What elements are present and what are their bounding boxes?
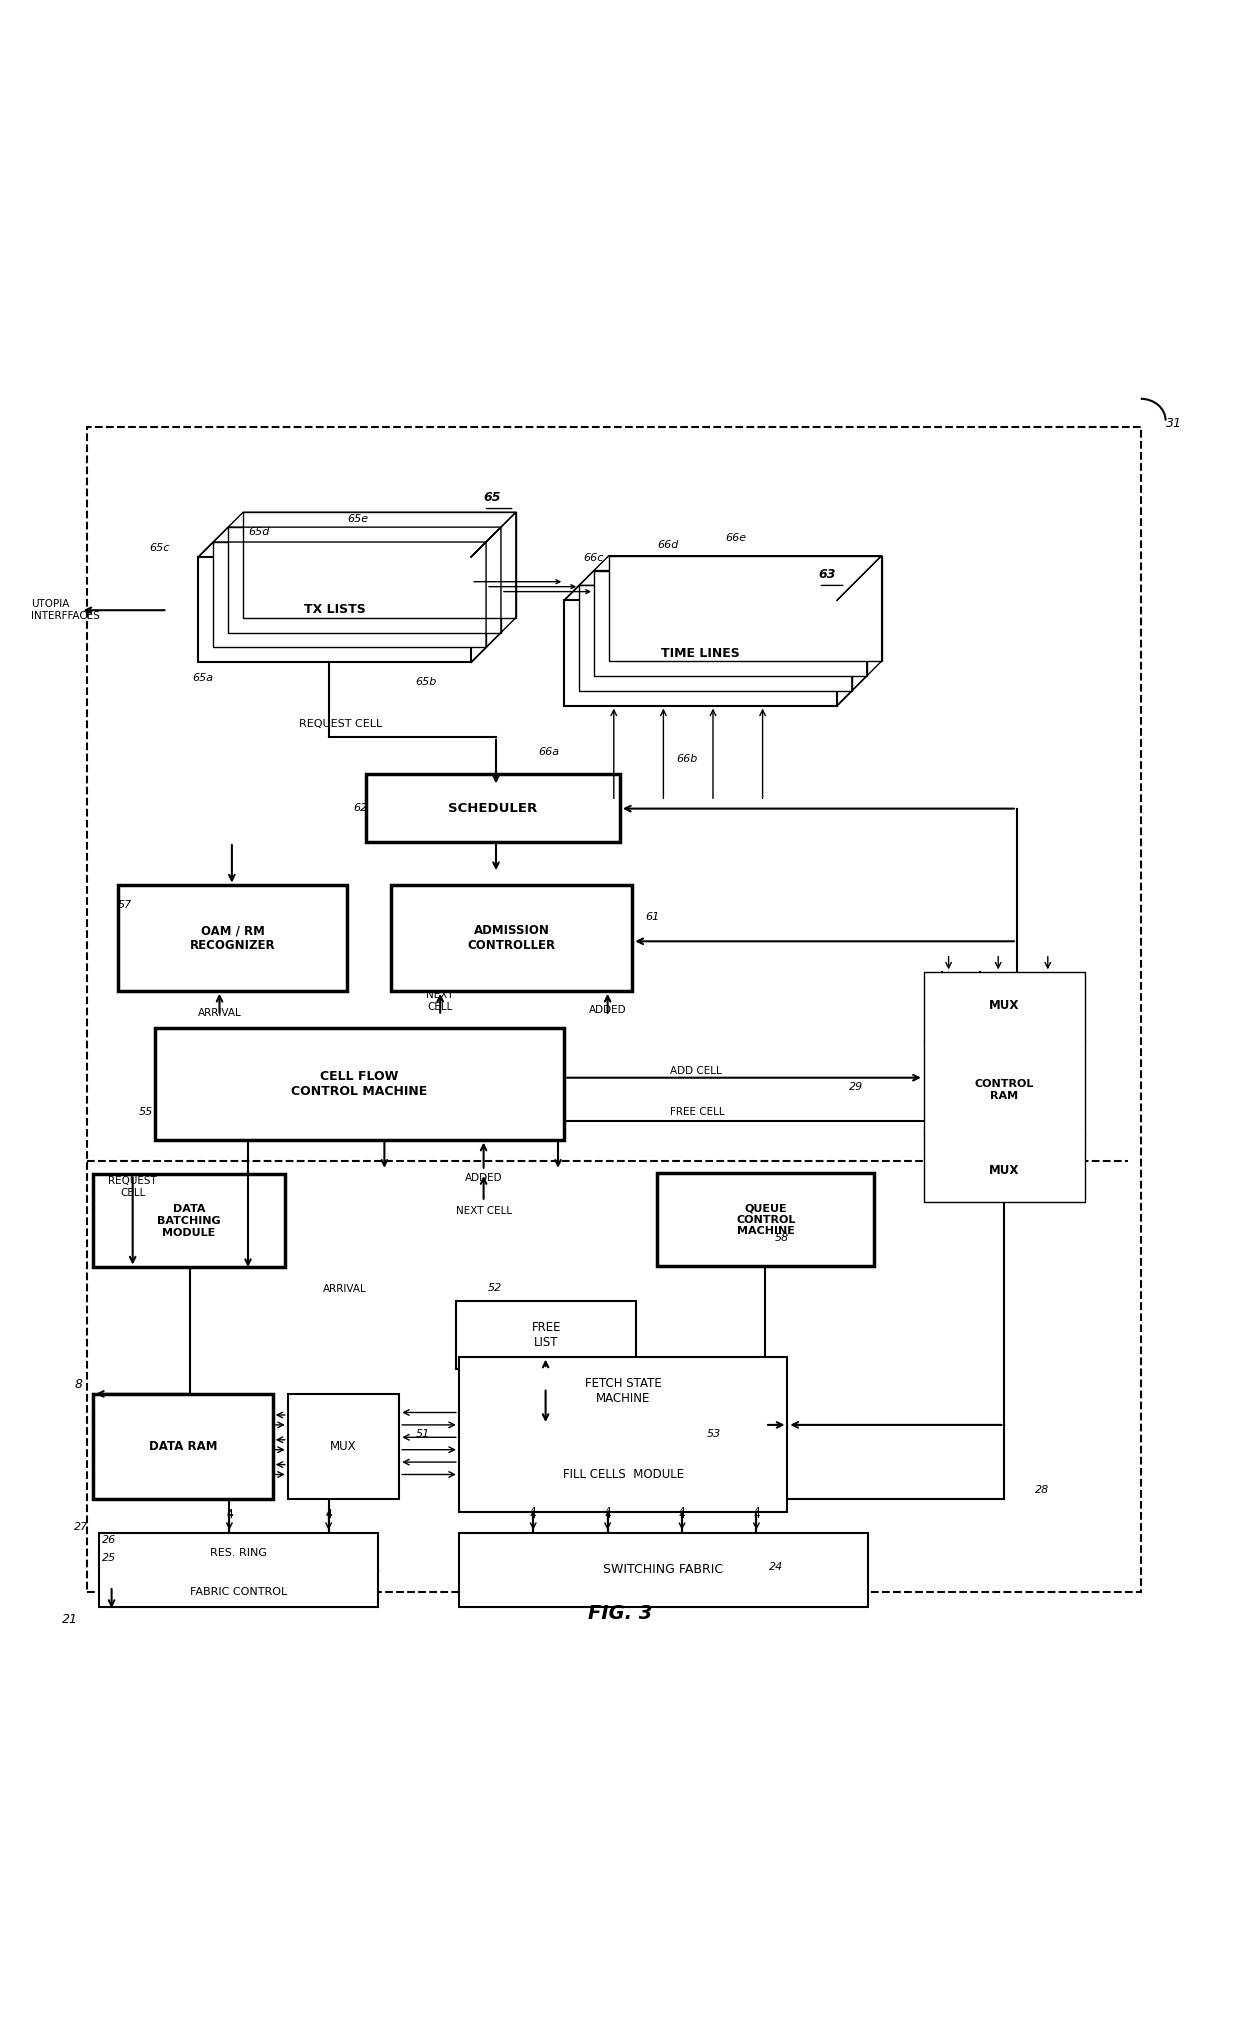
- Bar: [609, 555, 882, 660]
- Text: MUX: MUX: [330, 1440, 357, 1454]
- Bar: [93, 1175, 285, 1268]
- Bar: [198, 557, 471, 662]
- Bar: [594, 571, 867, 676]
- Bar: [155, 1028, 564, 1139]
- Bar: [391, 886, 632, 991]
- Bar: [118, 886, 347, 991]
- Bar: [366, 773, 620, 842]
- Bar: [288, 1393, 399, 1500]
- Bar: [564, 600, 837, 707]
- Bar: [657, 1173, 874, 1266]
- Text: TX LISTS: TX LISTS: [304, 604, 366, 616]
- Text: 65d: 65d: [248, 527, 269, 537]
- Text: 29: 29: [849, 1082, 863, 1092]
- Text: FABRIC CONTROL: FABRIC CONTROL: [190, 1587, 288, 1597]
- Text: SWITCHING FABRIC: SWITCHING FABRIC: [604, 1563, 723, 1577]
- Text: 26: 26: [102, 1534, 115, 1545]
- Text: 4: 4: [529, 1510, 537, 1520]
- Text: 27: 27: [74, 1522, 88, 1532]
- Text: MUX: MUX: [990, 999, 1019, 1012]
- Text: FIG. 3: FIG. 3: [588, 1605, 652, 1623]
- Text: 65b: 65b: [415, 676, 436, 686]
- Text: 24: 24: [769, 1563, 782, 1573]
- Text: ARRIVAL: ARRIVAL: [322, 1284, 367, 1294]
- Text: MUX: MUX: [990, 1165, 1019, 1177]
- Text: 4: 4: [678, 1508, 686, 1518]
- Text: 8: 8: [74, 1377, 82, 1391]
- Text: ADD CELL: ADD CELL: [670, 1066, 722, 1076]
- Text: 66d: 66d: [657, 541, 678, 551]
- Bar: [579, 586, 852, 690]
- Text: 4: 4: [226, 1510, 233, 1520]
- Text: 66a: 66a: [538, 747, 559, 757]
- Text: 4: 4: [604, 1510, 611, 1520]
- Text: FILL CELLS  MODULE: FILL CELLS MODULE: [563, 1468, 683, 1482]
- Text: REQUEST
CELL: REQUEST CELL: [108, 1175, 157, 1197]
- Text: 4: 4: [325, 1508, 332, 1518]
- Text: FREE CELL: FREE CELL: [670, 1106, 724, 1117]
- Bar: [99, 1532, 378, 1607]
- Text: 65: 65: [484, 491, 501, 505]
- Text: UTOPIA
INTERFFACES: UTOPIA INTERFFACES: [31, 600, 100, 622]
- Text: 58: 58: [775, 1234, 789, 1244]
- Text: DATA
BATCHING
MODULE: DATA BATCHING MODULE: [157, 1203, 221, 1238]
- Text: TIME LINES: TIME LINES: [661, 646, 740, 660]
- Bar: [87, 426, 1141, 1593]
- Text: 4: 4: [753, 1508, 760, 1518]
- Text: CELL FLOW
CONTROL MACHINE: CELL FLOW CONTROL MACHINE: [291, 1070, 428, 1098]
- Text: 28: 28: [1035, 1486, 1049, 1496]
- Text: 65e: 65e: [347, 515, 368, 525]
- Text: FETCH STATE
MACHINE: FETCH STATE MACHINE: [585, 1377, 661, 1405]
- Text: 4: 4: [325, 1510, 332, 1520]
- Text: 66c: 66c: [583, 553, 603, 563]
- Bar: [459, 1532, 868, 1607]
- Text: RES. RING: RES. RING: [211, 1549, 267, 1557]
- Text: ADDED: ADDED: [465, 1173, 502, 1183]
- Text: 53: 53: [707, 1429, 720, 1440]
- Text: 65c: 65c: [149, 543, 169, 553]
- Bar: [459, 1357, 787, 1512]
- Text: NEXT
CELL: NEXT CELL: [427, 989, 454, 1012]
- Text: 65a: 65a: [192, 672, 213, 682]
- Text: 57: 57: [118, 900, 131, 911]
- Text: 63: 63: [818, 567, 836, 581]
- Text: ARRIVAL: ARRIVAL: [197, 1007, 242, 1018]
- Text: 4: 4: [529, 1508, 537, 1518]
- Text: 25: 25: [102, 1553, 115, 1563]
- Text: 66b: 66b: [676, 753, 697, 763]
- Text: 21: 21: [62, 1613, 78, 1625]
- Text: SCHEDULER: SCHEDULER: [449, 802, 537, 814]
- Text: 4: 4: [753, 1510, 760, 1520]
- Text: 66e: 66e: [725, 533, 746, 543]
- Text: NEXT CELL: NEXT CELL: [455, 1205, 512, 1215]
- Text: OAM / RM
RECOGNIZER: OAM / RM RECOGNIZER: [190, 925, 275, 953]
- Text: 52: 52: [487, 1282, 501, 1292]
- Text: REQUEST CELL: REQUEST CELL: [299, 719, 383, 729]
- Text: 31: 31: [1166, 416, 1182, 430]
- Bar: [228, 527, 501, 632]
- Text: DATA RAM: DATA RAM: [149, 1440, 217, 1454]
- Text: CONTROL
RAM: CONTROL RAM: [975, 1080, 1034, 1100]
- Text: 61: 61: [645, 913, 658, 923]
- Text: 4: 4: [226, 1508, 233, 1518]
- Text: 4: 4: [678, 1510, 686, 1520]
- Text: 55: 55: [139, 1106, 153, 1117]
- Text: FREE
LIST: FREE LIST: [532, 1320, 560, 1349]
- Text: ADDED: ADDED: [589, 1005, 626, 1016]
- Text: ADMISSION
CONTROLLER: ADMISSION CONTROLLER: [467, 925, 556, 953]
- Text: 62: 62: [353, 804, 367, 814]
- Text: QUEUE
CONTROL
MACHINE: QUEUE CONTROL MACHINE: [737, 1203, 795, 1236]
- Bar: [456, 1300, 636, 1369]
- Bar: [213, 541, 486, 648]
- Bar: [924, 973, 1085, 1201]
- Text: 51: 51: [415, 1429, 429, 1440]
- Text: 4: 4: [604, 1508, 611, 1518]
- Bar: [243, 513, 516, 618]
- Bar: [93, 1393, 273, 1500]
